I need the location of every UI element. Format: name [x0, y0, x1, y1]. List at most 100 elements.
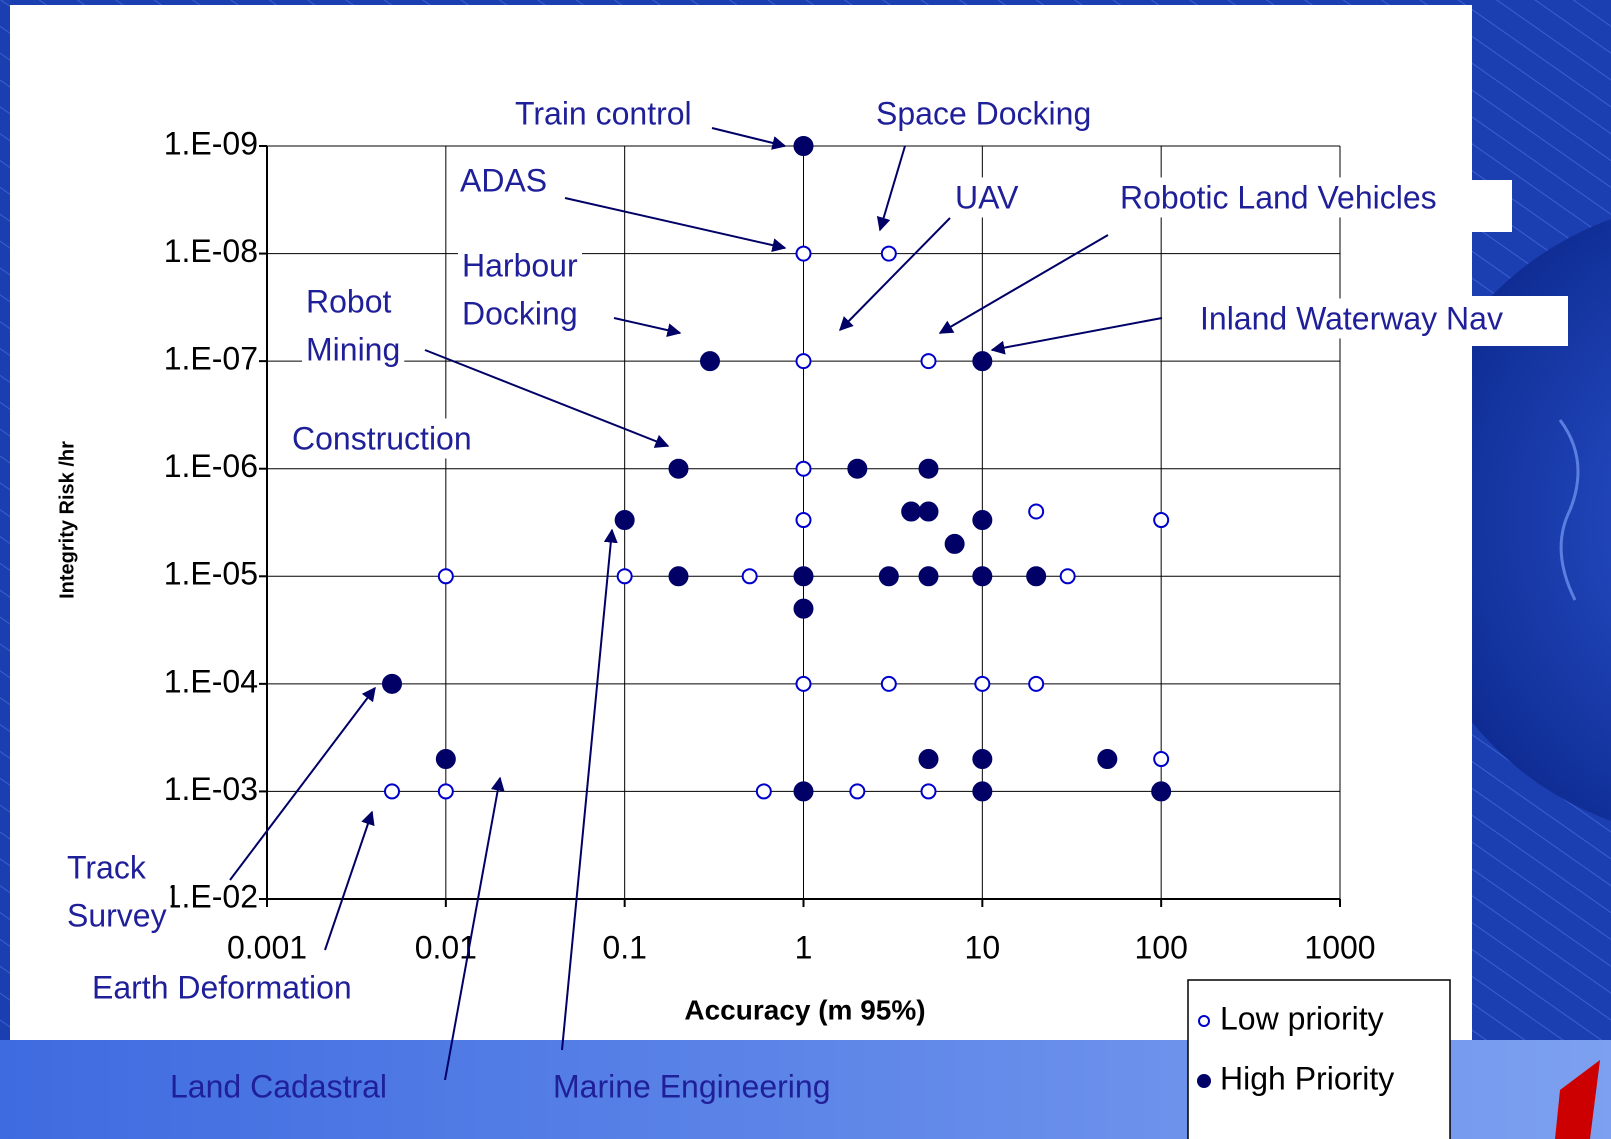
annotation-text: Robot	[306, 283, 392, 319]
point	[668, 566, 689, 587]
legend: Low priority High Priority	[1197, 1000, 1394, 1096]
arrow	[561, 528, 618, 1051]
annotation-text: Mining	[306, 331, 400, 367]
point	[795, 512, 812, 529]
annotation-text: UAV	[955, 179, 1019, 215]
points	[381, 136, 1172, 802]
y-tick-label: 1.E-04	[164, 663, 258, 699]
annotation-text: Earth Deformation	[92, 969, 352, 1005]
annotation-text: Docking	[462, 295, 578, 331]
point	[878, 566, 899, 587]
point	[741, 568, 758, 585]
x-axis-title: Accuracy (m 95%)	[684, 994, 925, 1025]
annotation-text: Survey	[67, 897, 167, 933]
point	[435, 749, 456, 770]
point	[918, 458, 939, 479]
arrow	[424, 349, 670, 448]
arrow	[613, 317, 682, 338]
annotation-bg	[456, 160, 552, 201]
point	[793, 566, 814, 587]
legend-box	[1187, 979, 1451, 1139]
annotation: Track Survey	[63, 847, 171, 936]
annotation-bg	[63, 847, 171, 936]
annotation: Land Cadastral	[170, 1068, 387, 1104]
point	[901, 501, 922, 522]
point	[795, 353, 812, 370]
point	[793, 781, 814, 802]
point	[614, 510, 635, 531]
point	[1059, 568, 1076, 585]
annotation-text: Harbour	[462, 247, 578, 283]
annotation: ADAS	[456, 160, 552, 201]
annotation: Marine Engineering	[553, 1068, 831, 1104]
annotation-text: Space Docking	[876, 95, 1091, 131]
x-tick-label: 0.1	[602, 929, 646, 965]
annotation-bg	[872, 93, 1096, 134]
point	[972, 749, 993, 770]
point	[974, 675, 991, 692]
arrow	[564, 197, 787, 253]
annotation: Construction	[288, 418, 476, 459]
point	[918, 501, 939, 522]
arrow	[990, 317, 1163, 355]
annotation-text: Robotic Land Vehicles	[1120, 179, 1437, 215]
point	[1097, 749, 1118, 770]
point	[383, 783, 400, 800]
point	[972, 781, 993, 802]
y-tick-label: 1.E-09	[164, 125, 258, 161]
point	[920, 353, 937, 370]
point	[972, 351, 993, 372]
point	[795, 460, 812, 477]
annotation-bg	[288, 418, 476, 459]
point	[1028, 503, 1045, 520]
legend-label: Low priority	[1220, 1000, 1384, 1036]
arrow	[324, 810, 375, 951]
x-tick-label: 100	[1134, 929, 1187, 965]
point	[849, 783, 866, 800]
point	[1028, 675, 1045, 692]
point	[1151, 781, 1172, 802]
annotation: Space Docking	[872, 93, 1096, 134]
x-tick-label: 1000	[1304, 929, 1375, 965]
annotation-bg	[1116, 177, 1441, 218]
point	[920, 783, 937, 800]
point	[437, 568, 454, 585]
point	[699, 351, 720, 372]
annotation: UAV	[951, 177, 1024, 218]
y-axis-title: Integrity Risk /hr	[56, 441, 78, 599]
y-tick-label: 1.E-08	[164, 233, 258, 269]
arrow	[876, 145, 906, 232]
annotation-bg	[458, 245, 582, 334]
point	[795, 245, 812, 262]
y-tick-label: 1.E-06	[164, 448, 258, 484]
point	[847, 458, 868, 479]
annotation-bg	[1196, 298, 1507, 339]
point	[793, 136, 814, 156]
point	[616, 568, 633, 585]
annotation-bg	[302, 281, 405, 370]
point	[880, 245, 897, 262]
annotation-bg	[951, 177, 1024, 218]
annotation-text: Marine Engineering	[553, 1068, 831, 1104]
annotation-text: Construction	[292, 420, 472, 456]
point	[972, 510, 993, 531]
globe-detail	[1558, 419, 1580, 601]
annotation: Robot Mining	[302, 281, 405, 370]
arrow	[938, 234, 1109, 334]
point	[972, 566, 993, 587]
point	[918, 749, 939, 770]
arrow	[839, 217, 951, 331]
point	[437, 783, 454, 800]
legend-label: High Priority	[1220, 1060, 1394, 1096]
x-tick-label: 0.001	[227, 929, 307, 965]
arrow	[711, 127, 787, 150]
annotation: Train control	[511, 93, 696, 134]
annotation-text: Track	[67, 849, 147, 885]
annotation-text: ADAS	[460, 162, 547, 198]
y-tick-label: 1.E-02	[164, 878, 258, 914]
arrow	[444, 776, 505, 1081]
x-tick-label: 10	[965, 929, 1001, 965]
legend-marker	[1198, 1015, 1210, 1027]
annotation-text: Inland Waterway Nav	[1200, 300, 1503, 336]
axes: 0.001 0.01 0.1 1 10 100 10001.E-091.E-081.E-07…	[164, 125, 1376, 965]
